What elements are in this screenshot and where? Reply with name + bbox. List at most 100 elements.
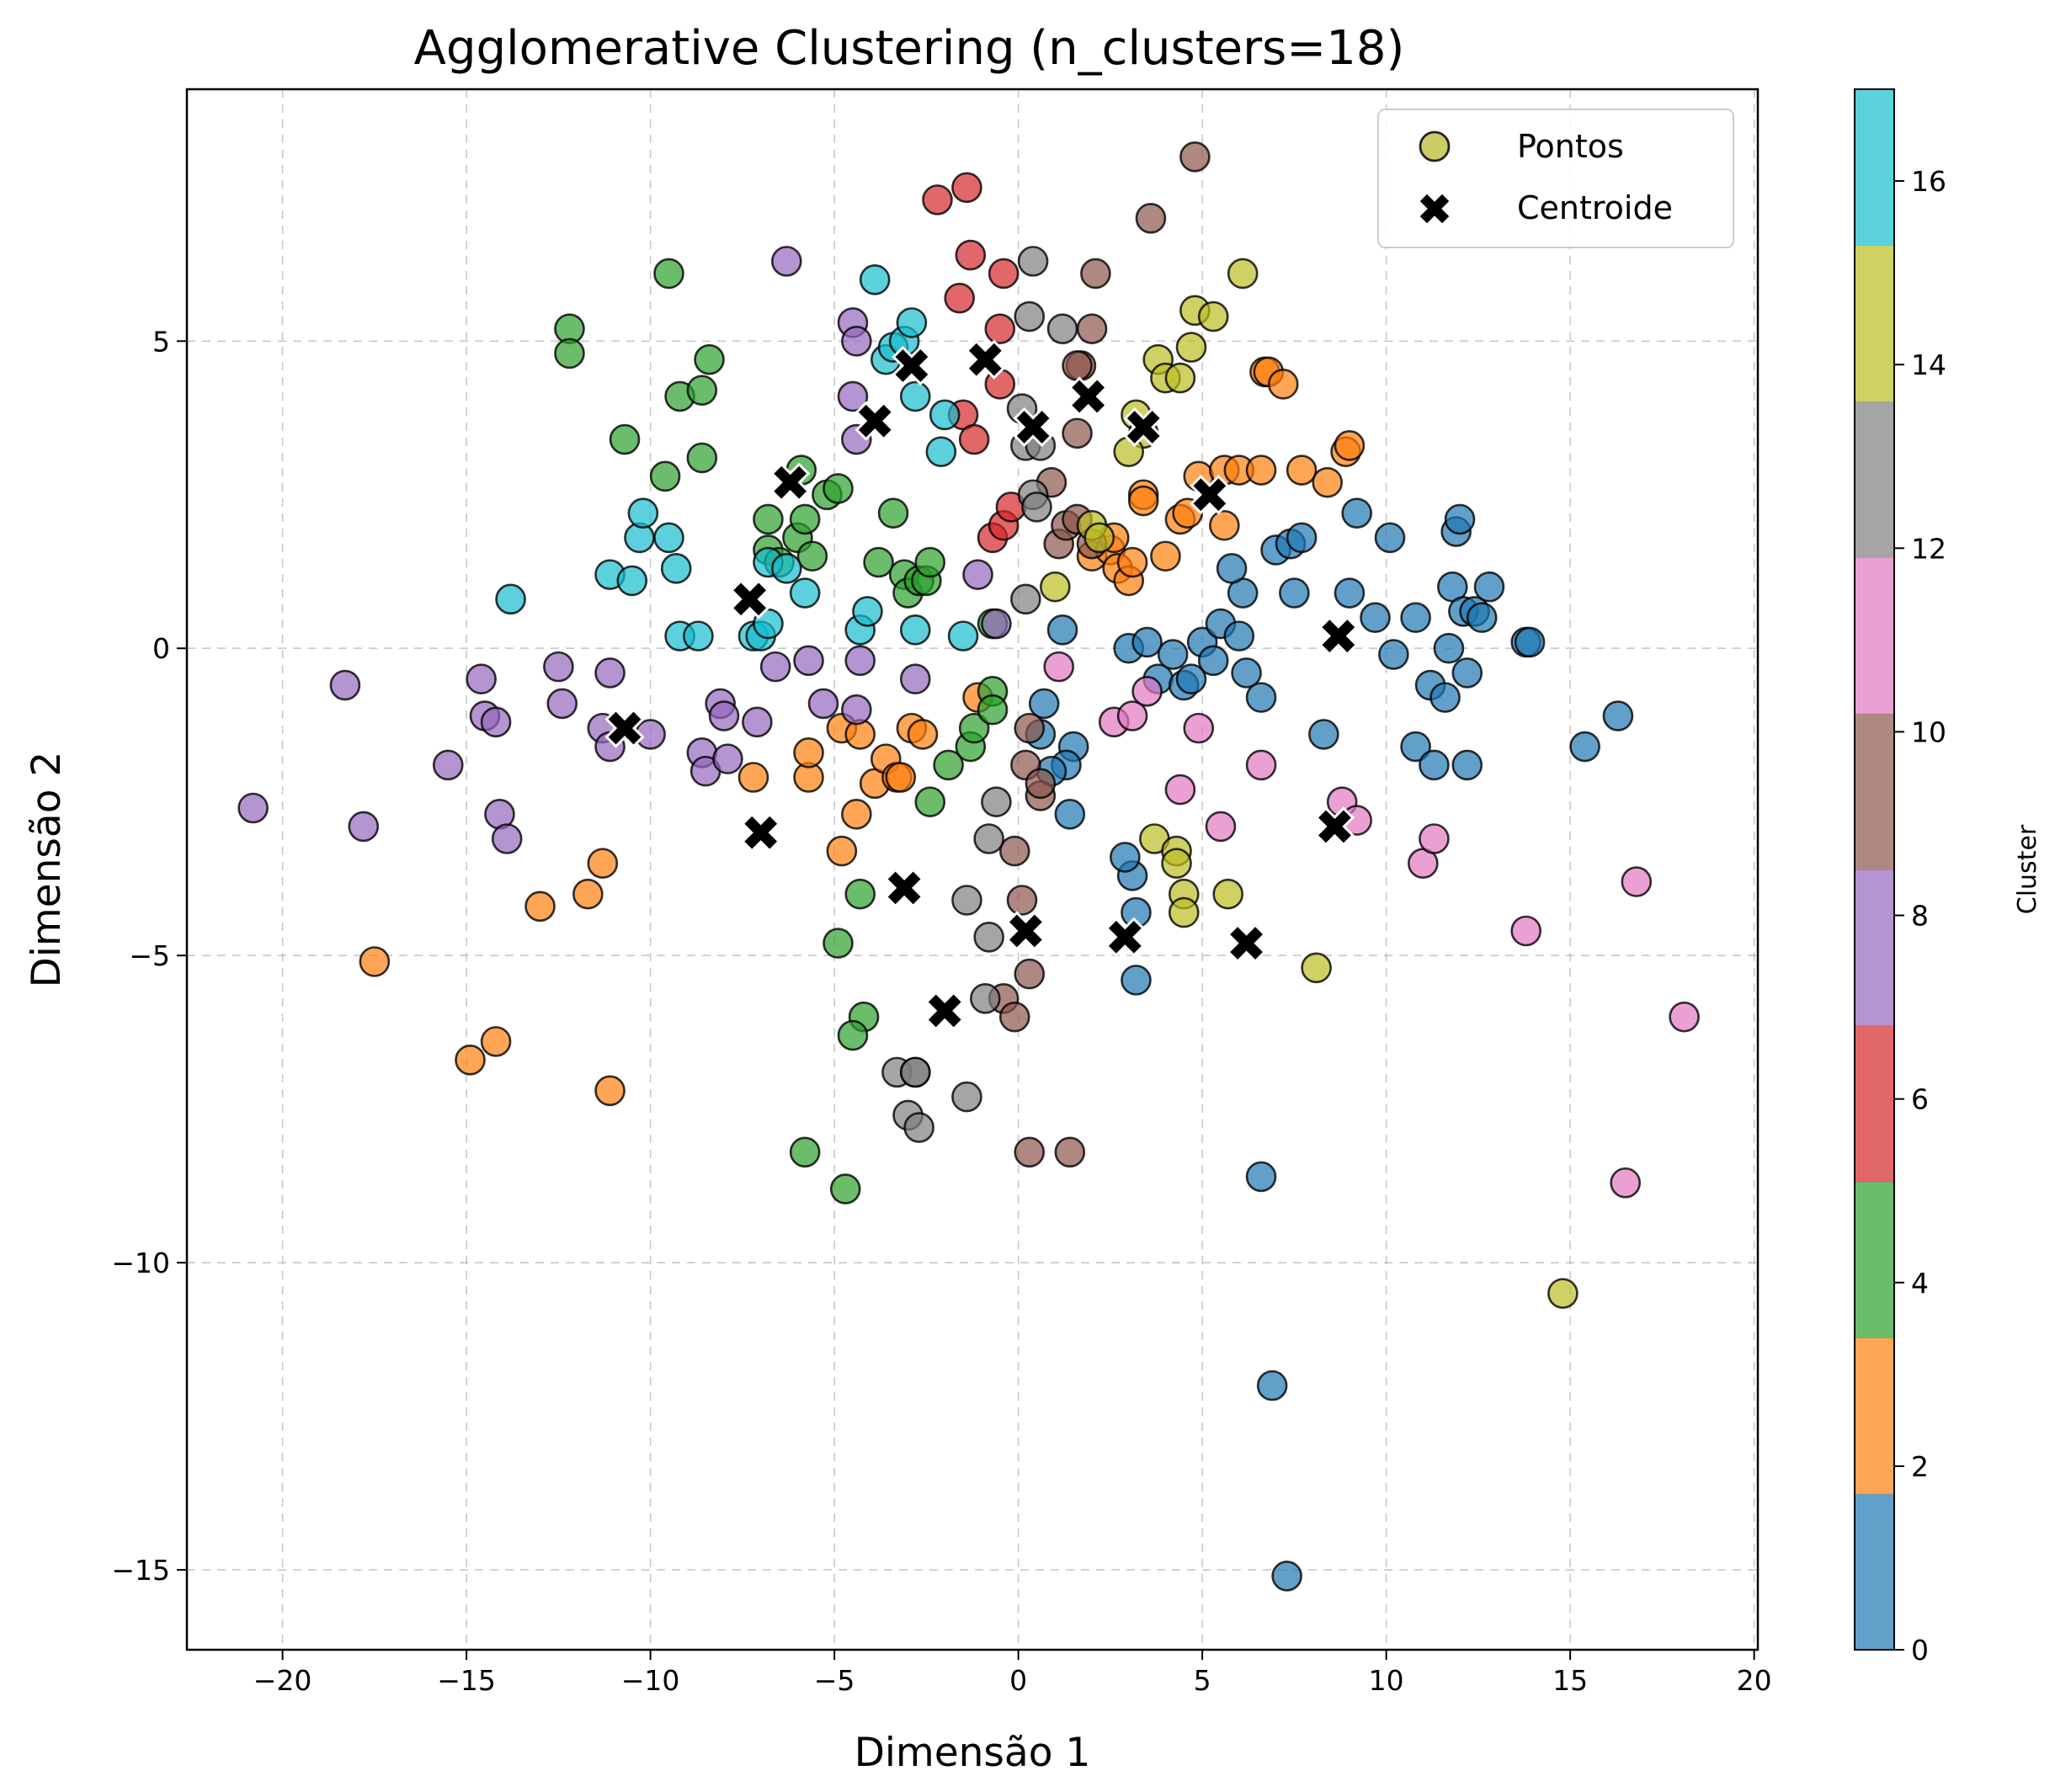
data-point xyxy=(686,442,718,474)
x-tick-label: 10 xyxy=(1369,1664,1404,1697)
data-point xyxy=(1040,571,1071,603)
data-point xyxy=(1205,811,1237,843)
data-point xyxy=(1046,313,1078,344)
centroid-marker xyxy=(1005,911,1046,951)
colorbar-tick-label: 10 xyxy=(1911,715,1946,748)
colorbar-segment xyxy=(1855,1493,1894,1651)
data-point xyxy=(1010,583,1041,615)
data-point xyxy=(1400,602,1431,634)
data-point xyxy=(899,1056,931,1088)
data-point xyxy=(793,645,824,677)
data-point xyxy=(903,1112,934,1143)
data-point xyxy=(981,608,1012,640)
y-axis: −15 −10 −5 0 5 xyxy=(111,325,187,1587)
colorbar-segment xyxy=(1855,89,1894,246)
data-point xyxy=(885,762,917,793)
legend: Pontos Centroide xyxy=(1377,109,1734,248)
colorbar-frame xyxy=(1854,88,1895,1651)
legend-centroide-label: Centroide xyxy=(1517,189,1673,226)
data-point xyxy=(1419,823,1450,854)
data-point xyxy=(1080,258,1111,290)
data-point xyxy=(1602,700,1634,731)
data-point xyxy=(771,246,802,277)
data-point xyxy=(1131,626,1163,658)
colorbar-tick-label: 12 xyxy=(1911,532,1946,565)
data-point xyxy=(826,835,858,867)
data-point xyxy=(899,663,931,695)
x-tick-label: −10 xyxy=(621,1664,680,1697)
data-point xyxy=(1245,455,1277,486)
data-point xyxy=(951,172,982,204)
data-point xyxy=(1547,1278,1579,1309)
data-point xyxy=(466,663,497,695)
data-point xyxy=(789,577,821,609)
data-point xyxy=(837,380,869,412)
data-point xyxy=(1183,712,1215,744)
plot-frame xyxy=(185,88,1760,1651)
data-point xyxy=(1168,896,1200,928)
data-point xyxy=(572,878,604,910)
data-point xyxy=(1197,300,1229,332)
data-point xyxy=(1231,657,1262,689)
x-tick-label: 0 xyxy=(1009,1664,1027,1697)
data-point xyxy=(1341,497,1372,529)
data-point xyxy=(1451,749,1483,781)
data-point xyxy=(947,620,979,651)
data-point xyxy=(981,786,1012,818)
data-point xyxy=(491,823,523,854)
data-point xyxy=(899,614,931,646)
centroid-marker xyxy=(1013,407,1053,448)
centroids-layer xyxy=(604,339,1359,1031)
y-tick-label: −15 xyxy=(111,1554,170,1587)
data-point xyxy=(1466,602,1498,634)
centroid-marker xyxy=(1314,806,1355,847)
data-point xyxy=(1150,540,1181,572)
data-point xyxy=(1135,202,1167,234)
data-point xyxy=(1510,915,1541,947)
colorbar-tick-label: 6 xyxy=(1911,1083,1929,1116)
data-point xyxy=(480,706,512,738)
data-point xyxy=(1227,258,1259,290)
data-point xyxy=(237,792,269,824)
data-point xyxy=(973,921,1004,953)
data-point xyxy=(1279,577,1310,609)
data-point xyxy=(807,688,839,720)
y-tick-label: −10 xyxy=(111,1247,170,1279)
data-point xyxy=(1043,651,1074,683)
data-point xyxy=(759,651,791,683)
data-point xyxy=(1127,485,1159,517)
data-point xyxy=(1014,958,1046,990)
colorbar-segment xyxy=(1855,713,1894,870)
data-point xyxy=(742,706,773,738)
data-point xyxy=(962,559,993,590)
legend-box xyxy=(1377,109,1734,248)
data-point xyxy=(683,620,714,651)
data-point xyxy=(348,811,380,843)
data-point xyxy=(1062,417,1093,449)
data-point xyxy=(958,423,990,455)
data-point xyxy=(660,553,692,584)
data-point xyxy=(1076,313,1108,344)
data-point xyxy=(495,583,526,615)
data-point xyxy=(789,1136,821,1168)
data-point xyxy=(1223,620,1255,651)
data-point xyxy=(1374,522,1406,554)
x-axis: −20 −15 −10 −5 0 5 10 15 20 xyxy=(253,1650,1772,1697)
centroid-marker xyxy=(1123,407,1163,448)
data-point xyxy=(359,946,391,977)
data-point xyxy=(1245,749,1277,781)
data-point xyxy=(998,1001,1030,1033)
data-point xyxy=(988,258,1020,290)
data-point xyxy=(1021,492,1052,523)
data-point xyxy=(1286,455,1318,486)
data-point xyxy=(1197,645,1229,677)
data-point xyxy=(829,1173,861,1204)
data-point xyxy=(1271,1561,1302,1592)
data-point xyxy=(844,878,876,910)
data-point xyxy=(1062,350,1093,381)
data-point xyxy=(1334,430,1366,461)
grid xyxy=(187,89,1758,1650)
data-point xyxy=(649,460,681,492)
data-point xyxy=(1245,682,1277,713)
data-point xyxy=(771,553,802,584)
